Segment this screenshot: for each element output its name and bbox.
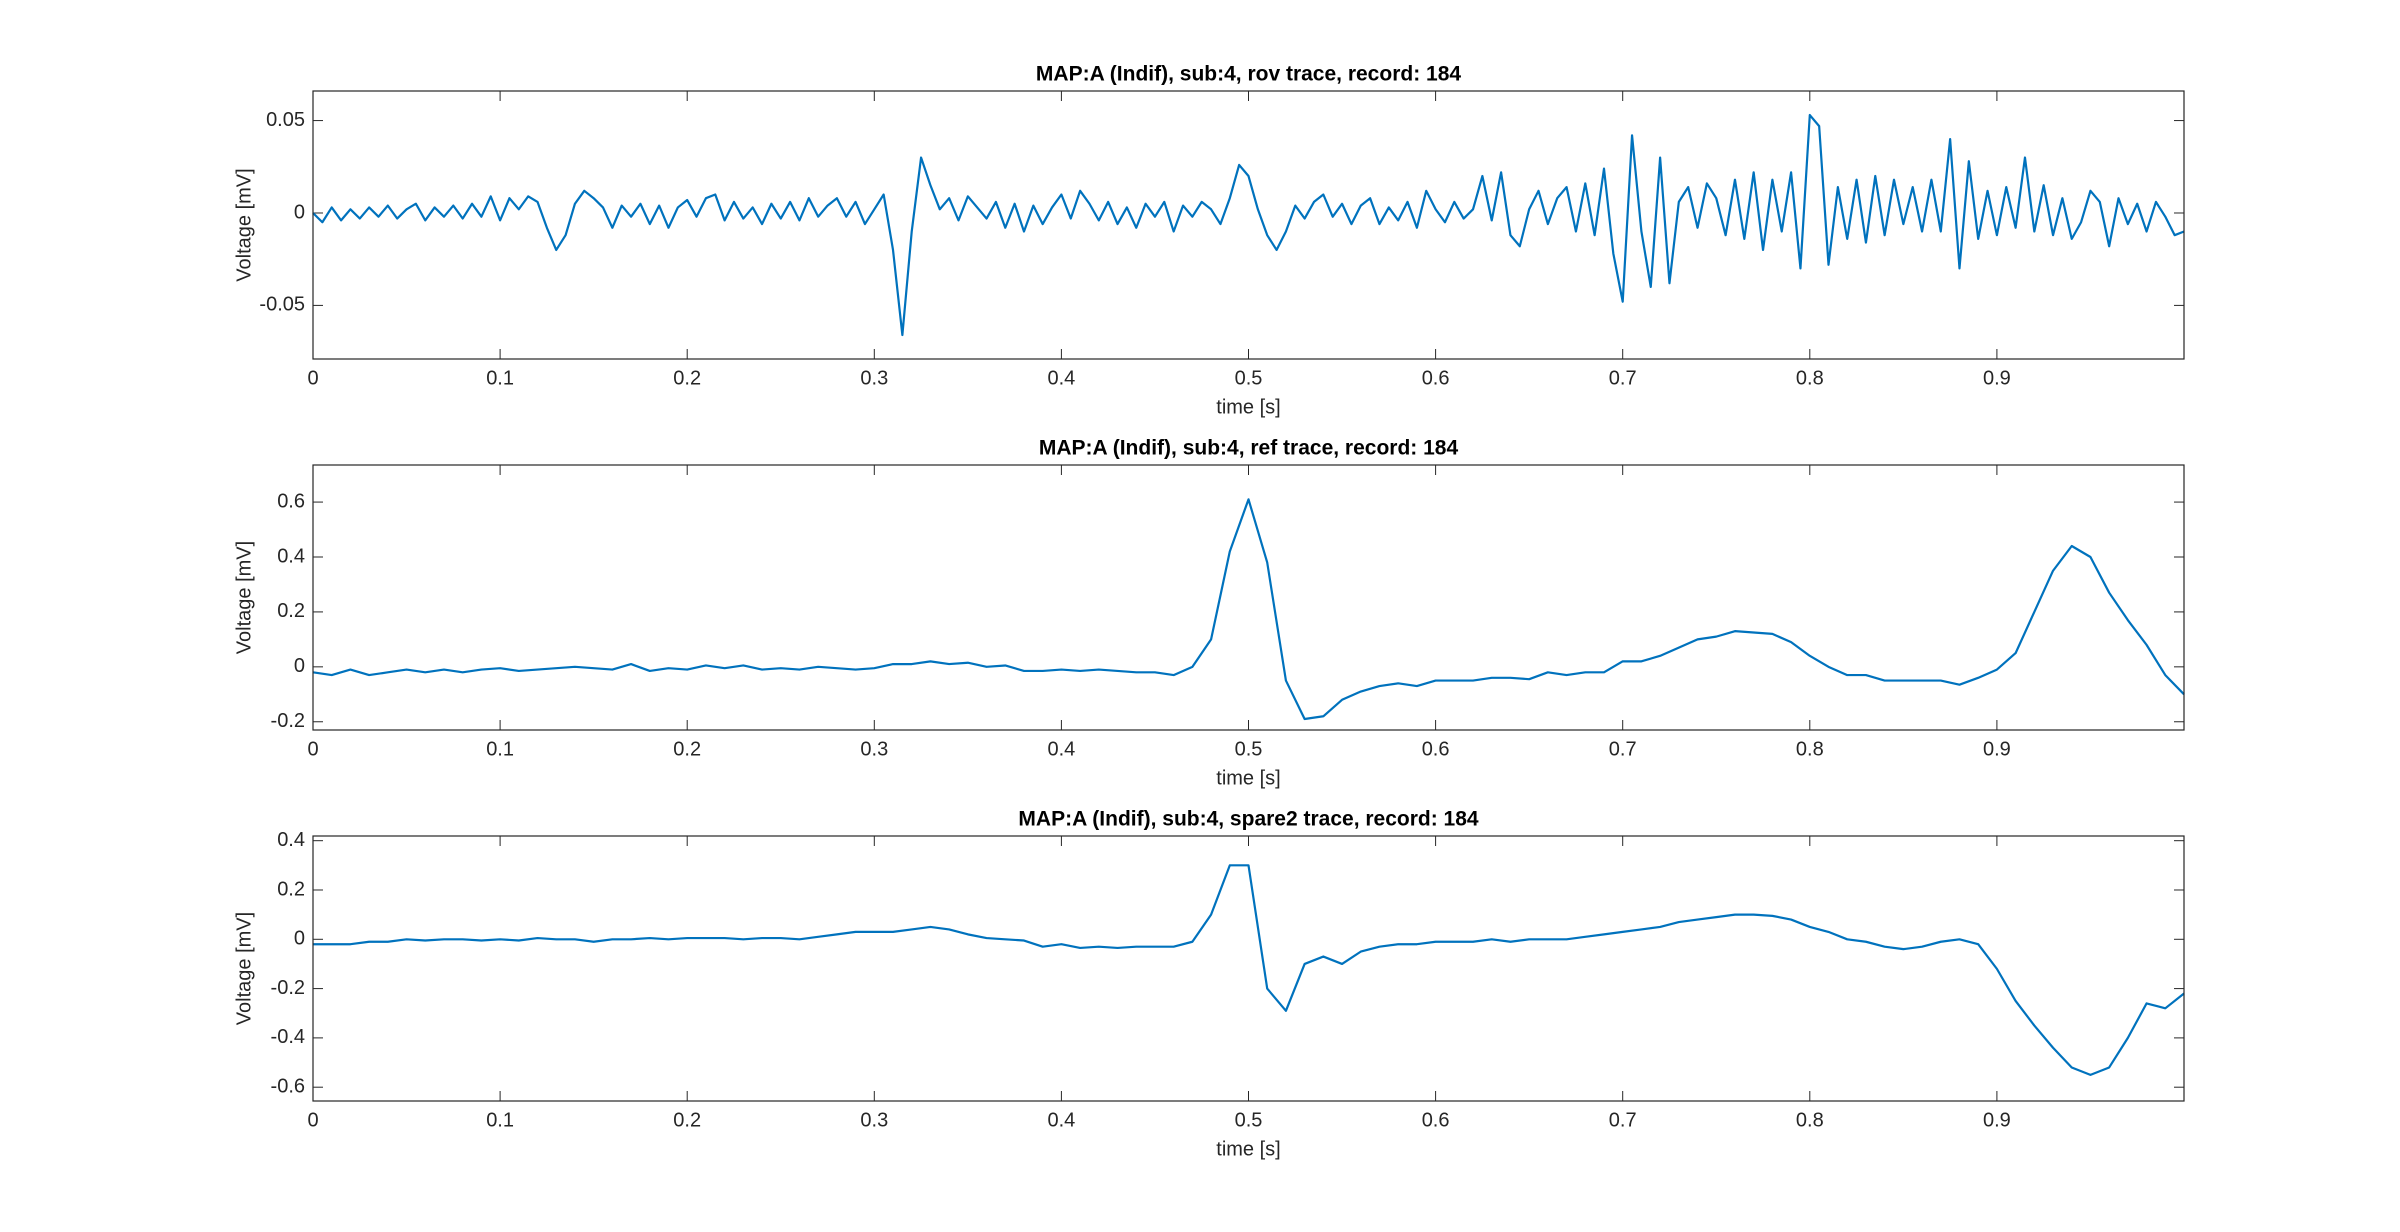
x-tick-label: 0.4: [1047, 738, 1075, 760]
y-tick-label: 0.4: [277, 829, 305, 851]
chart-title: MAP:A (Indif), sub:4, spare2 trace, reco…: [1018, 808, 1478, 831]
plot-area: [313, 836, 2184, 1101]
x-tick-label: 0.4: [1047, 1109, 1075, 1131]
y-axis-label: Voltage [mV]: [233, 541, 255, 654]
trace-line: [312, 113, 2185, 337]
y-tick-label: -0.4: [271, 1026, 305, 1048]
x-tick-label: 0.7: [1609, 1109, 1637, 1131]
y-tick-label: 0.2: [277, 878, 305, 900]
x-axis-label: time [s]: [1216, 767, 1280, 789]
x-axis-label: time [s]: [1216, 1138, 1280, 1160]
x-tick-label: 0.2: [673, 1109, 701, 1131]
y-axis-label: Voltage [mV]: [233, 168, 255, 281]
x-tick-label: 0.4: [1047, 367, 1075, 389]
x-tick-label: 0.7: [1609, 367, 1637, 389]
x-tick-label: 0.1: [486, 1109, 514, 1131]
x-tick-label: 0.7: [1609, 738, 1637, 760]
x-tick-label: 0: [307, 1109, 318, 1131]
axes-box: [312, 90, 2185, 360]
plot-area: [313, 91, 2184, 359]
y-tick-label: 0.6: [277, 490, 305, 512]
trace-line: [312, 498, 2185, 721]
x-tick-label: 0.2: [673, 738, 701, 760]
y-tick-label: -0.2: [271, 977, 305, 999]
y-tick-label: 0: [294, 655, 305, 677]
y-tick-label: 0.05: [266, 109, 305, 131]
y-tick-label: 0: [294, 201, 305, 223]
x-tick-label: 0.9: [1983, 738, 2011, 760]
x-tick-label: 0.1: [486, 738, 514, 760]
y-tick-label: 0.2: [277, 600, 305, 622]
x-tick-label: 0.1: [486, 367, 514, 389]
x-tick-label: 0.5: [1235, 367, 1263, 389]
x-tick-label: 0.3: [860, 1109, 888, 1131]
y-tick-label: -0.05: [259, 294, 305, 316]
x-tick-label: 0.9: [1983, 1109, 2011, 1131]
x-tick-label: 0.6: [1422, 367, 1450, 389]
x-tick-label: 0.6: [1422, 738, 1450, 760]
plot-area: [313, 465, 2184, 730]
x-tick-label: 0.3: [860, 367, 888, 389]
x-tick-label: 0.8: [1796, 1109, 1824, 1131]
y-axis-label: Voltage [mV]: [233, 912, 255, 1025]
y-tick-label: -0.2: [271, 710, 305, 732]
y-tick-label: -0.6: [271, 1075, 305, 1097]
axes-box: [312, 464, 2185, 731]
x-tick-label: 0.8: [1796, 367, 1824, 389]
x-tick-label: 0: [307, 367, 318, 389]
x-tick-label: 0: [307, 738, 318, 760]
x-tick-label: 0.3: [860, 738, 888, 760]
y-tick-label: 0.4: [277, 545, 305, 567]
x-tick-label: 0.9: [1983, 367, 2011, 389]
x-tick-label: 0.5: [1235, 738, 1263, 760]
y-tick-label: 0: [294, 928, 305, 950]
x-axis-label: time [s]: [1216, 396, 1280, 418]
chart-title: MAP:A (Indif), sub:4, rov trace, record:…: [1036, 63, 1461, 86]
trace-line: [313, 864, 2185, 1076]
axes-box: [312, 835, 2185, 1102]
x-tick-label: 0.8: [1796, 738, 1824, 760]
x-tick-label: 0.5: [1235, 1109, 1263, 1131]
x-tick-label: 0.6: [1422, 1109, 1450, 1131]
chart-title: MAP:A (Indif), sub:4, ref trace, record:…: [1039, 437, 1459, 460]
x-tick-label: 0.2: [673, 367, 701, 389]
